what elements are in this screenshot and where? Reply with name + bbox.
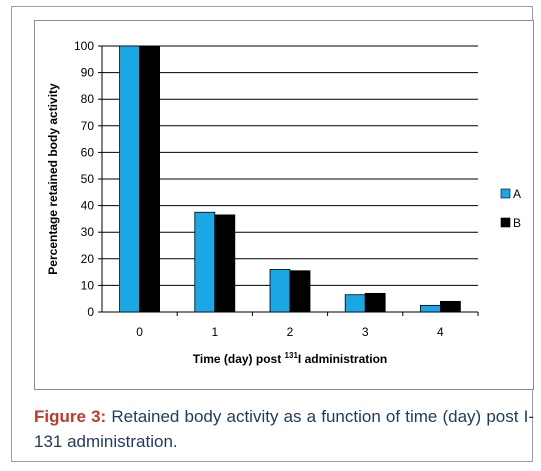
x-tick-label: 0: [136, 325, 143, 339]
y-tick-label: 70: [81, 119, 95, 133]
y-tick-label: 0: [87, 305, 94, 319]
bar-B-3: [364, 292, 386, 313]
bar-A-1: [194, 211, 216, 313]
legend-swatch-B: [500, 217, 511, 228]
x-tick-label: 2: [287, 325, 294, 339]
y-tick-label: 40: [81, 199, 95, 213]
x-tick-label: 4: [437, 325, 444, 339]
figure-caption: Figure 3: Retained body activity as a fu…: [34, 404, 534, 454]
bar-B-1: [214, 214, 236, 313]
y-tick-label: 80: [81, 92, 95, 106]
x-tick-label: 3: [362, 325, 369, 339]
y-tick-label: 60: [81, 145, 95, 159]
legend-label-A: A: [513, 187, 521, 201]
bar-A-3: [344, 294, 366, 313]
legend-label-B: B: [513, 216, 521, 230]
y-axis-label: Percentage retained body activity: [46, 83, 60, 275]
figure-label: Figure 3:: [34, 407, 107, 426]
bar-B-2: [289, 270, 311, 313]
bar-B-0: [139, 45, 160, 313]
x-axis-label: Time (day) post 131I administration: [193, 351, 388, 366]
figure-frame: 0 10 20 30 40 50 60 70 80 90 100 0 1 2 3 4 Time (day) po…: [11, 6, 534, 462]
y-tick-label: 30: [81, 225, 95, 239]
bar-B-4: [439, 300, 461, 313]
x-tick-label: 1: [211, 325, 218, 339]
bar-A-4: [419, 304, 441, 313]
y-tick-label: 20: [81, 252, 95, 266]
figure-caption-text: Retained body activity as a function of …: [34, 407, 534, 451]
bar-A-0: [119, 45, 140, 313]
chart-container: 0 10 20 30 40 50 60 70 80 90 100 0 1 2 3 4 Time (day) po…: [34, 20, 534, 390]
y-tick-label: 100: [74, 39, 94, 53]
y-tick-label: 10: [81, 278, 95, 292]
legend-swatch-A: [500, 188, 511, 199]
y-tick-label: 90: [81, 66, 95, 80]
y-tick-label: 50: [81, 172, 95, 186]
bar-chart: 0 10 20 30 40 50 60 70 80 90 100 0 1 2 3 4 Time (day) po…: [46, 39, 521, 366]
bar-A-2: [269, 269, 291, 313]
